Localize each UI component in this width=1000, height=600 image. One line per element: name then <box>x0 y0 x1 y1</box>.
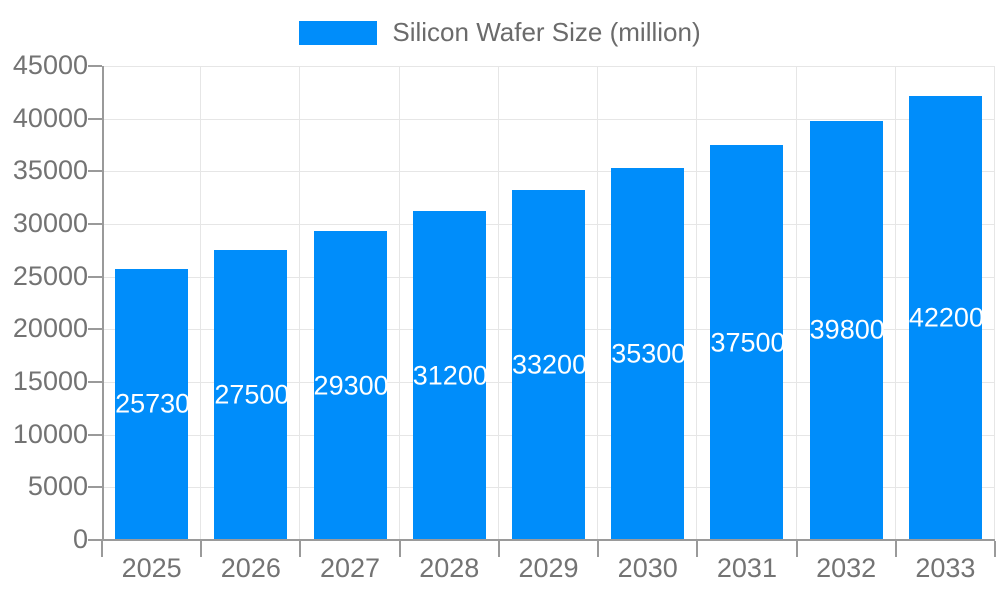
bar-value-label: 33200 <box>512 349 588 380</box>
x-axis-label: 2028 <box>419 553 480 583</box>
bar-value-label: 35300 <box>611 338 687 369</box>
bar[interactable]: 42200 <box>908 95 984 540</box>
y-axis-label: 0 <box>72 523 88 554</box>
y-tick <box>88 328 102 331</box>
y-gridline <box>102 171 995 173</box>
x-gridline <box>696 66 698 540</box>
x-tick <box>795 541 798 557</box>
bar-value-label: 31200 <box>412 360 488 391</box>
x-axis-line <box>102 539 995 541</box>
bar[interactable]: 25730 <box>115 268 191 540</box>
y-gridline <box>102 66 995 67</box>
bar-value-label: 42200 <box>908 302 984 333</box>
x-tick <box>894 541 897 557</box>
x-axis-label: 2030 <box>617 553 678 583</box>
x-tick <box>597 541 600 557</box>
bar[interactable]: 35300 <box>611 168 687 540</box>
x-axis-label: 2026 <box>220 553 281 583</box>
x-tick <box>696 541 699 557</box>
y-tick <box>88 170 102 173</box>
x-axis-label: 2032 <box>816 553 877 583</box>
x-axis-label: 2031 <box>716 553 777 583</box>
y-tick <box>88 539 102 541</box>
y-axis-label: 5000 <box>27 471 88 502</box>
x-tick <box>497 541 500 557</box>
y-axis-label: 30000 <box>12 207 88 238</box>
y-axis-label: 20000 <box>12 313 88 344</box>
y-tick <box>88 381 102 383</box>
bar[interactable]: 27500 <box>214 250 290 540</box>
y-axis-line <box>102 66 104 540</box>
legend-item[interactable]: Silicon Wafer Size (million) <box>0 17 1000 48</box>
x-axis-label: 2033 <box>915 553 976 583</box>
x-gridline <box>299 66 301 540</box>
x-gridline <box>597 66 599 540</box>
y-tick <box>88 275 102 278</box>
bar[interactable]: 33200 <box>512 190 588 540</box>
bar-value-label: 27500 <box>214 379 290 410</box>
x-gridline <box>894 66 896 540</box>
y-tick <box>88 65 102 67</box>
x-gridline <box>795 66 797 540</box>
bar-value-label: 37500 <box>710 327 786 357</box>
x-tick <box>200 541 203 557</box>
bar[interactable]: 31200 <box>412 211 488 540</box>
bar-value-label: 39800 <box>809 314 885 345</box>
x-gridline <box>994 66 995 540</box>
y-axis-label: 35000 <box>12 155 88 186</box>
x-tick <box>398 541 401 557</box>
y-tick <box>88 117 102 120</box>
y-tick <box>88 433 102 436</box>
x-axis-label: 2029 <box>518 553 579 583</box>
legend-swatch <box>299 20 378 45</box>
bar-value-label: 25730 <box>115 388 191 419</box>
x-gridline <box>200 66 202 540</box>
y-axis-label: 10000 <box>12 418 88 449</box>
y-axis-label: 15000 <box>12 365 88 396</box>
x-gridline <box>398 66 400 540</box>
legend-label: Silicon Wafer Size (million) <box>392 17 701 47</box>
x-tick <box>299 541 302 557</box>
y-axis-label: 25000 <box>12 260 88 291</box>
x-axis-label: 2025 <box>121 553 182 583</box>
x-tick <box>101 541 103 557</box>
x-tick <box>994 541 996 557</box>
bar[interactable]: 37500 <box>710 145 786 540</box>
y-tick <box>88 223 102 225</box>
bar-value-label: 29300 <box>313 370 389 401</box>
x-gridline <box>497 66 499 540</box>
y-axis-label: 45000 <box>12 49 88 80</box>
plot-area: 25730 27500 29300 31200 33200 35300 37500 39800… <box>88 65 996 557</box>
bar[interactable]: 29300 <box>313 231 389 540</box>
x-axis-label: 2027 <box>320 553 381 583</box>
bar[interactable]: 39800 <box>809 120 885 540</box>
y-tick <box>88 486 102 489</box>
y-axis-label: 40000 <box>12 102 88 133</box>
y-gridline <box>102 118 995 120</box>
